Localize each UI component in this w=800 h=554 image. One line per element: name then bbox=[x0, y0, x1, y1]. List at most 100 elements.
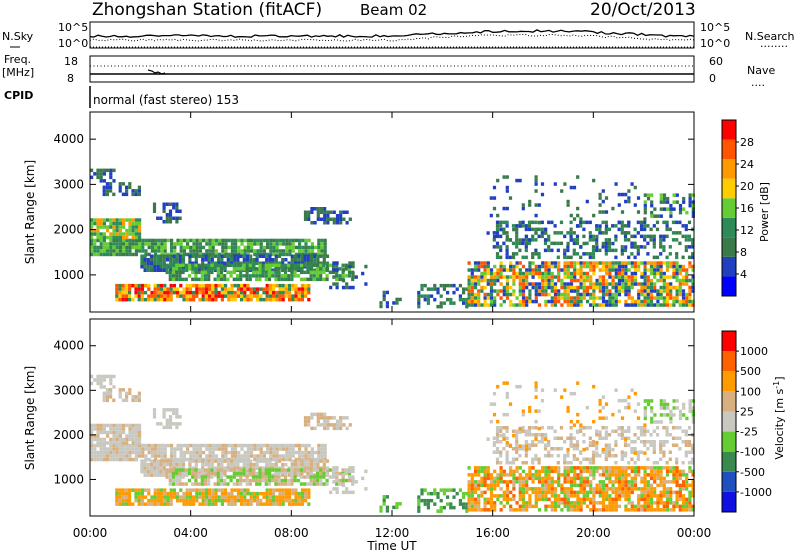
echo-cell bbox=[604, 252, 608, 256]
echo-cell bbox=[512, 480, 516, 484]
echo-cell bbox=[272, 242, 276, 246]
echo-cell bbox=[262, 450, 266, 455]
echo-cell bbox=[566, 282, 570, 286]
echo-cell bbox=[230, 454, 234, 458]
echo-cell bbox=[379, 509, 383, 513]
echo-cell bbox=[621, 476, 625, 481]
echo-cell bbox=[224, 287, 228, 291]
echo-cell bbox=[195, 245, 199, 250]
echo-cell bbox=[662, 508, 666, 512]
echo-cell bbox=[182, 252, 186, 257]
echo-cell bbox=[194, 277, 198, 282]
echo-cell bbox=[234, 245, 238, 250]
echo-cell bbox=[235, 478, 240, 483]
echo-cell bbox=[242, 466, 246, 470]
echo-cell bbox=[540, 433, 544, 437]
echo-cell bbox=[550, 282, 554, 286]
echo-cell bbox=[147, 447, 151, 451]
echo-cell bbox=[675, 252, 679, 256]
echo-cell bbox=[627, 487, 631, 491]
echo-cell bbox=[505, 461, 509, 465]
echo-cell bbox=[630, 487, 634, 491]
echo-cell bbox=[253, 443, 257, 448]
echo-cell bbox=[659, 483, 663, 488]
echo-cell bbox=[646, 296, 650, 300]
echo-cell bbox=[203, 475, 208, 479]
echo-cell bbox=[492, 412, 497, 417]
echo-cell bbox=[189, 454, 193, 458]
echo-cell bbox=[137, 290, 141, 295]
echo-cell bbox=[118, 235, 122, 240]
echo-cell bbox=[624, 271, 628, 276]
echo-cell bbox=[636, 252, 640, 256]
echo-cell bbox=[90, 245, 94, 250]
echo-cell bbox=[220, 283, 224, 288]
echo-cell bbox=[624, 504, 628, 509]
echo-cell bbox=[339, 214, 343, 218]
echo-cell bbox=[121, 502, 125, 506]
echo-cell bbox=[143, 254, 147, 258]
echo-cell bbox=[385, 505, 389, 510]
echo-cell bbox=[525, 303, 529, 307]
echo-cell bbox=[563, 292, 567, 297]
echo-cell bbox=[335, 473, 339, 477]
echo-cell bbox=[96, 441, 100, 445]
echo-cell bbox=[643, 275, 647, 279]
echo-cell bbox=[162, 466, 166, 470]
echo-cell bbox=[534, 227, 538, 232]
echo-cell bbox=[480, 289, 484, 293]
echo-cell bbox=[617, 487, 622, 491]
echo-cell bbox=[267, 471, 272, 476]
echo-cell bbox=[335, 263, 339, 268]
echo-cell bbox=[681, 299, 686, 304]
echo-cell bbox=[659, 196, 663, 201]
echo-cell bbox=[189, 249, 193, 253]
echo-cell bbox=[96, 252, 100, 257]
echo-cell bbox=[109, 238, 113, 243]
echo-cell bbox=[128, 252, 132, 257]
echo-cell bbox=[181, 263, 185, 268]
echo-cell bbox=[614, 487, 618, 491]
nave-legend: .... bbox=[751, 76, 765, 89]
echo-cell bbox=[246, 252, 250, 257]
echo-cell bbox=[109, 225, 113, 229]
echo-cell bbox=[306, 265, 310, 269]
echo-cell bbox=[122, 252, 126, 257]
echo-cell bbox=[495, 429, 500, 433]
echo-cell bbox=[195, 242, 199, 246]
echo-cell bbox=[240, 249, 244, 253]
echo-cell bbox=[518, 282, 522, 286]
echo-cell bbox=[493, 296, 497, 300]
echo-cell bbox=[691, 275, 695, 279]
echo-cell bbox=[572, 231, 576, 235]
echo-cell bbox=[544, 504, 548, 509]
echo-cell bbox=[417, 304, 421, 309]
echo-cell bbox=[165, 254, 170, 258]
echo-cell bbox=[531, 466, 535, 470]
echo-cell bbox=[569, 271, 574, 276]
echo-cell bbox=[291, 245, 295, 250]
echo-cell bbox=[115, 437, 119, 442]
echo-cell bbox=[684, 440, 688, 444]
echo-cell bbox=[573, 264, 577, 269]
echo-cell bbox=[277, 254, 282, 258]
echo-cell bbox=[688, 490, 692, 495]
echo-cell bbox=[326, 423, 330, 427]
echo-cell bbox=[598, 289, 602, 293]
echo-cell bbox=[662, 299, 666, 304]
echo-cell bbox=[128, 182, 132, 186]
echo-cell bbox=[659, 473, 663, 477]
echo-cell bbox=[518, 289, 522, 293]
echo-cell bbox=[288, 488, 292, 492]
echo-cell bbox=[188, 290, 192, 295]
echo-cell bbox=[595, 447, 599, 451]
echo-cell bbox=[656, 501, 660, 505]
echo-cell bbox=[473, 487, 478, 491]
echo-cell bbox=[162, 411, 166, 416]
echo-cell bbox=[307, 238, 311, 243]
echo-cell bbox=[351, 490, 355, 495]
echo-cell bbox=[653, 271, 657, 276]
echo-cell bbox=[569, 433, 573, 437]
echo-cell bbox=[194, 462, 198, 467]
echo-cell bbox=[569, 504, 574, 509]
